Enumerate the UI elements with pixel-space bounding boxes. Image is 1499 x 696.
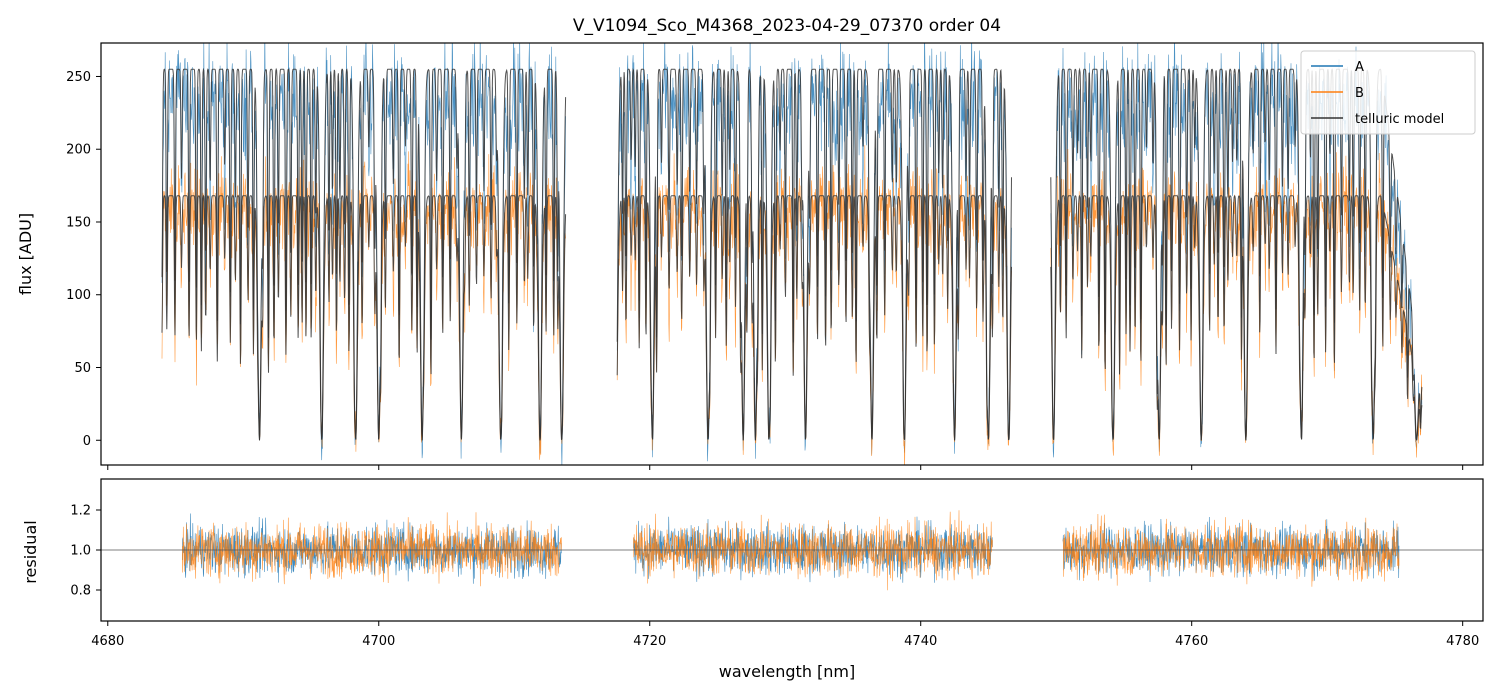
residual-xtick-label: 4720 [633, 634, 666, 649]
chart-title: V_V1094_Sco_M4368_2023-04-29_07370 order… [573, 16, 1001, 36]
flux-ytick-label: 0 [83, 434, 91, 449]
flux-ytick-label: 100 [66, 288, 91, 303]
flux-ytick-label: 250 [66, 70, 91, 85]
residual-xlabel: wavelength [nm] [719, 662, 856, 681]
residual-xtick-label: 4740 [904, 634, 937, 649]
legend-label-b: B [1355, 86, 1364, 101]
flux-axes-frame [100, 42, 1484, 466]
legend-box [1300, 50, 1476, 135]
telluric-model-b-trace [161, 194, 1423, 441]
legend-label-a: A [1355, 60, 1364, 75]
residual-ticks: 0.8 1.0 1.2 4680 4700 4720 4740 4760 4780 [70, 504, 1479, 650]
legend-label-telluric: telluric model [1355, 112, 1444, 127]
residual-xtick-label: 4780 [1446, 634, 1479, 649]
flux-ytick-label: 50 [74, 361, 91, 376]
flux-ytick-label: 200 [66, 143, 91, 158]
flux-ytick-label: 150 [66, 215, 91, 230]
residual-b-trace [182, 510, 1400, 591]
legend: A B telluric model [1300, 50, 1476, 135]
residual-ytick-label: 0.8 [70, 584, 91, 599]
residual-ytick-label: 1.0 [70, 544, 91, 559]
residual-xtick-label: 4760 [1175, 634, 1208, 649]
residual-panel: 0.8 1.0 1.2 4680 4700 4720 4740 4760 4780 residu… [21, 478, 1484, 681]
flux-ticks: 0 50 100 150 200 250 [66, 70, 1464, 470]
residual-xtick-label: 4700 [362, 634, 395, 649]
flux-panel: 0 50 100 150 200 250 flux [ADU] A B telluric … [16, 42, 1484, 470]
residual-ylabel: residual [21, 520, 40, 583]
residual-traces [101, 510, 1483, 591]
flux-ylabel: flux [ADU] [16, 213, 35, 295]
flux-traces [161, 43, 1423, 465]
residual-ytick-label: 1.2 [70, 504, 91, 519]
residual-xtick-label: 4680 [91, 634, 124, 649]
